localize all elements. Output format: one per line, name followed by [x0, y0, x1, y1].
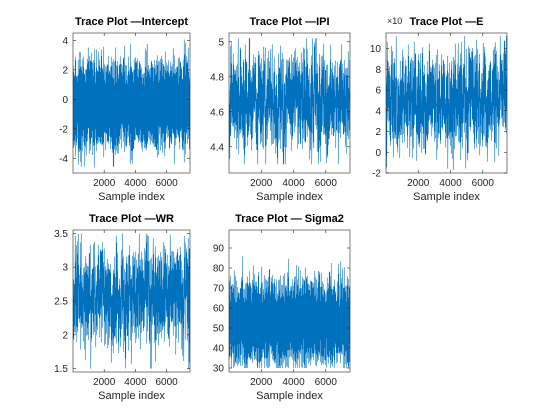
subplot-title: Trace Plot —IPI	[249, 16, 329, 28]
axes-box	[385, 32, 508, 174]
subplot-title: Trace Plot —E	[410, 16, 484, 28]
y-tick-label: -2	[59, 124, 68, 135]
y-tick-label: 80	[213, 264, 225, 275]
y-tick-label: 8	[375, 65, 381, 76]
x-tick-label: 6000	[315, 178, 338, 189]
x-axis-label: Sample index	[413, 191, 480, 203]
subplot-4: 2000 4000 6000 1.5 2 2.5 3 3.5 Trace Plot —WR Sam…	[54, 213, 191, 402]
y-tick-label: 2	[62, 330, 68, 341]
axes-box	[228, 229, 351, 373]
x-tick-label: 4000	[282, 178, 305, 189]
x-tick-label: 6000	[472, 178, 495, 189]
x-tick-label: 2000	[250, 178, 273, 189]
y-tick-label: 4.6	[210, 107, 224, 118]
x-tick-label: 2000	[250, 377, 273, 388]
y-tick-label: 4.8	[210, 72, 224, 83]
y-tick-label: 30	[213, 364, 225, 375]
y-tick-label: 4.4	[210, 142, 224, 153]
x-axis-label: Sample index	[98, 390, 165, 402]
y-tick-label: 2	[375, 127, 381, 138]
y-tick-label: 60	[213, 304, 225, 315]
axes-box	[72, 32, 191, 174]
y-tick-label: 2.5	[54, 297, 68, 308]
trace-line	[73, 39, 190, 168]
y-tick-label: -4	[59, 154, 68, 165]
y-exponent-label: ×10	[387, 16, 402, 26]
y-tick-label: 10	[370, 44, 382, 55]
y-tick-label: 2	[62, 65, 68, 76]
x-tick-label: 2000	[93, 377, 116, 388]
subplot-5: 2000 4000 6000 30 40 50 60 70 80 90 Trace Plot — S…	[213, 213, 351, 402]
subplot-3: 2000 4000 6000 -2 0 2 4 6 8 10 ×10 Trace Plot —E Sam…	[370, 16, 508, 203]
x-tick-label: 4000	[124, 178, 147, 189]
subplot-title: Trace Plot — Sigma2	[235, 213, 344, 225]
y-tick-label: 3	[62, 263, 68, 274]
axes-box	[228, 32, 351, 174]
y-tick-label: 50	[213, 324, 225, 335]
y-tick-label: 4	[62, 36, 68, 47]
x-tick-label: 4000	[124, 377, 147, 388]
y-tick-label: -2	[372, 169, 381, 180]
subplot-title: Trace Plot —WR	[89, 213, 174, 225]
y-tick-label: 1.5	[54, 364, 68, 375]
subplot-1: 2000 4000 6000 -4 -2 0 2 4 Trace Plot —Intercept…	[59, 16, 191, 203]
y-tick-label: 90	[213, 244, 225, 255]
x-tick-label: 6000	[315, 377, 338, 388]
y-tick-label: 4	[375, 106, 381, 117]
trace-line	[229, 38, 350, 165]
y-tick-label: 3.5	[54, 229, 68, 240]
x-axis-label: Sample index	[98, 191, 165, 203]
subplot-2: 2000 4000 6000 4.4 4.6 4.8 5 Trace Plot —IPI Sam…	[210, 16, 351, 203]
x-tick-label: 2000	[93, 178, 116, 189]
y-tick-label: 70	[213, 284, 225, 295]
x-axis-label: Sample index	[256, 191, 323, 203]
y-tick-label: 40	[213, 344, 225, 355]
x-tick-label: 6000	[155, 178, 178, 189]
x-tick-label: 4000	[439, 178, 462, 189]
subplot-title: Trace Plot —Intercept	[75, 16, 188, 28]
y-tick-label: 0	[62, 95, 68, 106]
x-tick-label: 4000	[282, 377, 305, 388]
x-tick-label: 2000	[407, 178, 430, 189]
y-tick-label: 6	[375, 86, 381, 97]
y-tick-label: 5	[218, 37, 224, 48]
x-axis-label: Sample index	[256, 390, 323, 402]
trace-line	[386, 36, 507, 170]
x-tick-label: 6000	[155, 377, 178, 388]
trace-line	[229, 256, 350, 369]
trace-line	[73, 233, 190, 369]
y-tick-label: 0	[375, 148, 381, 159]
